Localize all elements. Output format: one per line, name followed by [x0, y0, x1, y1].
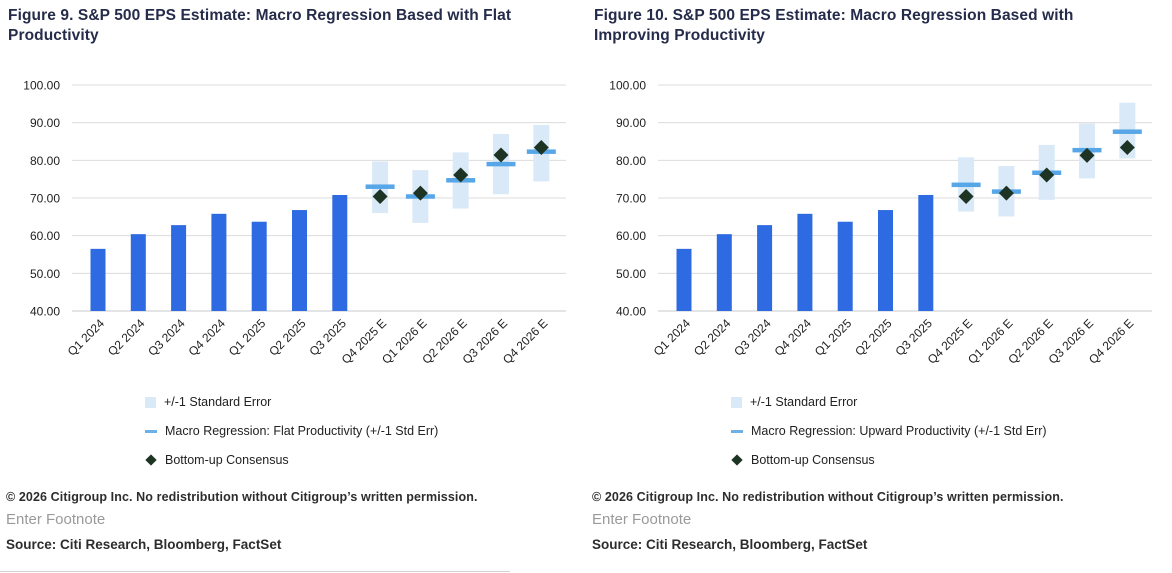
consensus-diamond	[372, 188, 388, 204]
x-tick-label: Q2 2025	[266, 316, 309, 359]
x-tick-label: Q2 2025	[852, 316, 895, 359]
figure-10-footer: © 2026 Citigroup Inc. No redistribution …	[592, 490, 1162, 552]
eps-bar	[878, 210, 893, 311]
y-tick-label: 60.00	[30, 229, 60, 243]
regression-tick	[486, 161, 516, 167]
x-tick-label: Q1 2025	[226, 316, 269, 359]
eps-bar	[171, 225, 187, 311]
footnote-placeholder[interactable]: Enter Footnote	[592, 511, 692, 528]
eps-bar	[676, 248, 692, 311]
x-tick-label: Q4 2024	[186, 316, 229, 359]
legend-item-std-error: +/-1 Standard Error	[731, 394, 1047, 410]
legend-label: Macro Regression: Flat Productivity (+/-…	[165, 424, 439, 438]
eps-bar	[130, 234, 146, 311]
regression-dash-icon	[145, 429, 157, 433]
consensus-diamond	[1039, 167, 1055, 183]
legend-item-std-error: +/-1 Standard Error	[145, 394, 438, 410]
eps-bar	[716, 234, 732, 311]
std-error-swatch-icon	[731, 396, 742, 408]
y-tick-label: 50.00	[30, 267, 60, 281]
y-tick-label: 40.00	[30, 305, 60, 319]
figure-9-legend: +/-1 Standard Error Macro Regression: Fl…	[145, 394, 438, 468]
x-tick-label: Q1 2025	[812, 316, 855, 359]
copyright-text: © 2026 Citigroup Inc. No redistribution …	[6, 490, 478, 504]
figure-10-chart: 40.00 50.00 60.00 70.00 80.00 90.00 100.00 Q1 2…	[586, 62, 1172, 392]
figure-10-legend: +/-1 Standard Error Macro Regression: Up…	[731, 394, 1047, 468]
x-tick-label: Q3 2024	[145, 316, 188, 359]
eps-bar	[918, 194, 934, 311]
consensus-diamond	[1079, 147, 1095, 163]
regression-tick	[365, 184, 395, 189]
legend-item-macro-regression: Macro Regression: Flat Productivity (+/-…	[145, 423, 438, 439]
legend-item-macro-regression: Macro Regression: Upward Productivity (+…	[731, 423, 1047, 439]
source-text: Source: Citi Research, Bloomberg, FactSe…	[6, 537, 282, 552]
legend-item-consensus: Bottom-up Consensus	[731, 452, 1047, 468]
std-error-swatch-icon	[145, 396, 156, 408]
eps-bar	[251, 221, 267, 311]
legend-label: Bottom-up Consensus	[165, 453, 289, 467]
source-text: Source: Citi Research, Bloomberg, FactSe…	[592, 537, 868, 552]
figure-9-panel: Figure 9. S&P 500 EPS Estimate: Macro Re…	[0, 7, 586, 552]
eps-bar	[797, 213, 813, 311]
y-tick-label: 70.00	[616, 192, 646, 206]
eps-bar	[292, 210, 307, 311]
eps-bar	[837, 221, 853, 311]
consensus-diamond	[493, 147, 509, 163]
consensus-diamond	[533, 140, 549, 156]
y-tick-label: 50.00	[616, 267, 646, 281]
figure-9-chart: 40.00 50.00 60.00 70.00 80.00 90.00 100.00 Q1 2…	[0, 62, 586, 392]
eps-bar	[332, 194, 348, 311]
legend-label: +/-1 Standard Error	[750, 395, 858, 409]
y-tick-label: 100.00	[609, 79, 646, 93]
footnote-placeholder[interactable]: Enter Footnote	[6, 511, 106, 528]
consensus-diamond-icon	[145, 454, 157, 466]
y-tick-label: 70.00	[30, 192, 60, 206]
table-border-line	[0, 571, 510, 572]
figure-9-title: Figure 9. S&P 500 EPS Estimate: Macro Re…	[8, 7, 512, 45]
figure-9-footer: © 2026 Citigroup Inc. No redistribution …	[6, 490, 576, 552]
y-tick-label: 40.00	[616, 305, 646, 319]
eps-bar	[757, 225, 773, 311]
consensus-diamond	[958, 188, 974, 204]
legend-item-consensus: Bottom-up Consensus	[145, 452, 438, 468]
consensus-diamond	[998, 185, 1014, 201]
legend-label: Macro Regression: Upward Productivity (+…	[751, 424, 1047, 438]
x-tick-label: Q4 2024	[772, 316, 815, 359]
y-tick-label: 90.00	[30, 116, 60, 130]
copyright-text: © 2026 Citigroup Inc. No redistribution …	[592, 490, 1064, 504]
x-tick-label: Q3 2024	[731, 316, 774, 359]
consensus-diamond	[1119, 140, 1135, 156]
consensus-diamond	[412, 185, 428, 201]
x-tick-label: Q1 2024	[65, 316, 108, 359]
regression-dash-icon	[731, 429, 743, 433]
legend-label: +/-1 Standard Error	[164, 395, 272, 409]
eps-chart-svg: 40.00 50.00 60.00 70.00 80.00 90.00 100.00 Q1 2…	[609, 79, 1152, 367]
y-tick-label: 80.00	[616, 154, 646, 168]
figure-10-title: Figure 10. S&P 500 EPS Estimate: Macro R…	[594, 7, 1074, 45]
x-tick-label: Q2 2024	[691, 316, 734, 359]
eps-bar	[211, 213, 227, 311]
y-tick-label: 60.00	[616, 229, 646, 243]
y-tick-label: 90.00	[616, 116, 646, 130]
x-tick-label: Q1 2024	[651, 316, 694, 359]
legend-label: Bottom-up Consensus	[751, 453, 875, 467]
regression-tick	[951, 182, 981, 188]
y-tick-label: 100.00	[23, 79, 60, 93]
y-tick-label: 80.00	[30, 154, 60, 168]
x-tick-label: Q2 2024	[105, 316, 148, 359]
eps-chart-svg: 40.00 50.00 60.00 70.00 80.00 90.00 100.00 Q1 2…	[23, 79, 566, 367]
regression-tick	[1112, 129, 1142, 134]
consensus-diamond-icon	[731, 454, 743, 466]
eps-bar	[90, 248, 106, 311]
figure-10-panel: Figure 10. S&P 500 EPS Estimate: Macro R…	[586, 0, 1172, 573]
consensus-diamond	[453, 167, 469, 183]
